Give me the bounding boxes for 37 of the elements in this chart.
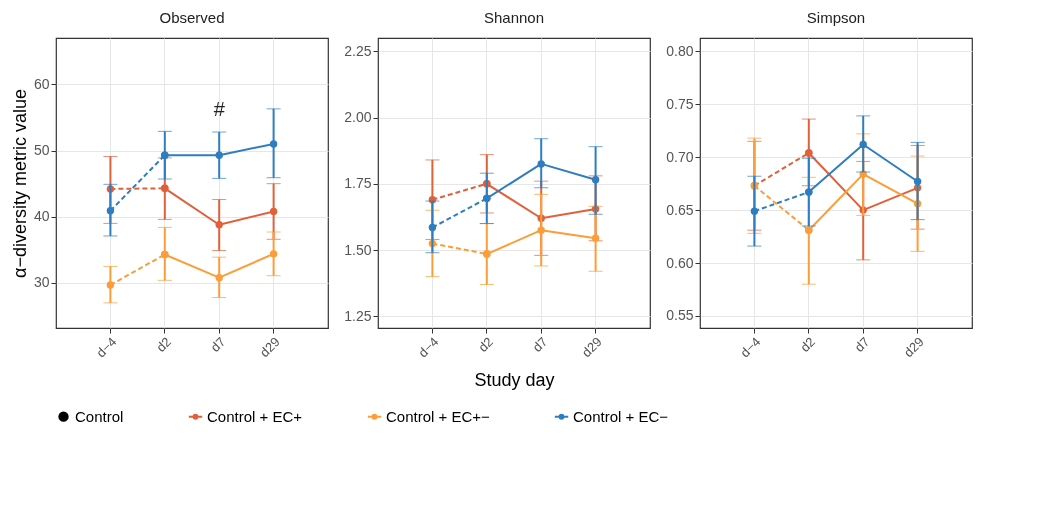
y-tick-label: 0.60: [666, 254, 694, 271]
y-tick-label: 0.65: [666, 201, 694, 218]
chart-title: Observed: [159, 9, 225, 26]
x-tick-label: d7: [529, 334, 551, 355]
y-tick-label: 1.25: [344, 307, 372, 324]
y-tick-label: 2.00: [344, 109, 372, 126]
y-tick-label: 60: [33, 75, 50, 92]
y-tick-label: 2.25: [344, 42, 372, 59]
y-tick-label: 0.70: [666, 148, 694, 165]
y-axis-title: α−diversity metric value: [9, 89, 30, 278]
chart-title: Shannon: [483, 9, 545, 26]
x-tick-label: d29: [256, 334, 283, 361]
x-tick-label: d29: [578, 334, 605, 361]
annotation: #: [213, 98, 226, 120]
y-tick-label: 50: [33, 142, 50, 159]
legend-label: Control: [75, 407, 124, 425]
y-tick-label: 30: [33, 274, 50, 291]
chart-title: Simpson: [806, 9, 866, 26]
y-tick-label: 1.75: [344, 175, 372, 192]
x-axis-title: Study day: [474, 370, 555, 391]
legend-label: Control + EC+−: [386, 407, 491, 425]
x-tick-label: d7: [851, 334, 873, 355]
y-tick-label: 0.80: [666, 42, 694, 59]
y-tick-label: 40: [33, 208, 50, 225]
x-tick-label: d29: [900, 334, 927, 361]
x-tick-label: d2: [797, 334, 818, 355]
legend-label: Control + EC+: [207, 407, 303, 425]
y-tick-label: 0.55: [666, 307, 694, 324]
x-tick-label: d7: [207, 334, 229, 355]
x-tick-label: d2: [475, 334, 496, 355]
x-tick-label: d−4: [93, 334, 120, 361]
x-tick-label: d−4: [415, 334, 442, 361]
x-tick-label: d2: [153, 334, 174, 355]
x-tick-label: d−4: [737, 334, 764, 361]
y-tick-label: 1.50: [344, 241, 372, 258]
y-tick-label: 0.75: [666, 95, 694, 112]
legend-label: Control + EC−: [573, 407, 669, 425]
